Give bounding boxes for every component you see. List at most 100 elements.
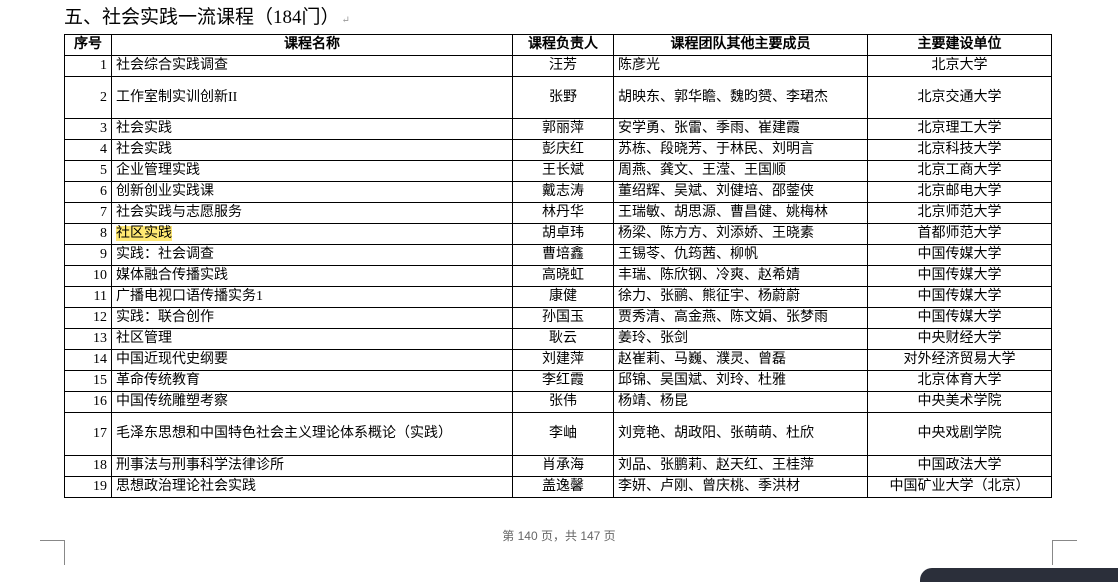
cell-index: 4 <box>64 139 112 161</box>
header-members: 课程团队其他主要成员 <box>613 34 868 56</box>
cell-members: 王锡苓、仇筠茜、柳帆 <box>613 244 868 266</box>
header-index: 序号 <box>64 34 112 56</box>
cell-index: 11 <box>64 286 112 308</box>
cell-unit-text: 北京工商大学 <box>917 163 1002 178</box>
cell-unit: 中国传媒大学 <box>867 244 1052 266</box>
cell-lead: 李红霞 <box>512 370 614 392</box>
cell-unit-text: 北京体育大学 <box>917 373 1002 388</box>
cell-lead-text: 耿云 <box>549 331 577 346</box>
cell-course-name-text: 思想政治理论社会实践 <box>116 479 256 494</box>
cell-unit: 中国矿业大学（北京） <box>867 476 1052 498</box>
table-row: 2 工作室制实训创新II 张野 胡映东、郭华瞻、魏昀赟、李珺杰 北京交通大学 <box>64 76 1052 119</box>
cell-lead-text: 胡卓玮 <box>542 226 584 241</box>
cell-lead: 郭丽萍 <box>512 118 614 140</box>
cell-members: 贾秀清、高金燕、陈文娟、张梦雨 <box>613 307 868 329</box>
floating-widget[interactable] <box>920 568 1118 582</box>
cell-unit-text: 中央财经大学 <box>917 331 1002 346</box>
cell-lead-text: 曹培鑫 <box>542 247 584 262</box>
cell-index-text: 5 <box>100 163 107 178</box>
table-row: 5 企业管理实践 王长斌 周燕、龚文、王滢、王国顺 北京工商大学 <box>64 160 1052 182</box>
cell-unit-text: 北京理工大学 <box>917 121 1002 136</box>
cell-members-text: 丰瑞、陈欣钢、冷爽、赵希婧 <box>618 268 800 283</box>
cell-unit: 北京工商大学 <box>867 160 1052 182</box>
cell-unit: 中国传媒大学 <box>867 286 1052 308</box>
cell-members: 安学勇、张雷、季雨、崔建霞 <box>613 118 868 140</box>
cell-course-name-text: 实践：联合创作 <box>116 310 214 325</box>
cell-course-name-text: 创新创业实践课 <box>116 184 214 199</box>
cell-course-name-text: 媒体融合传播实践 <box>116 268 228 283</box>
cell-index-text: 9 <box>100 247 107 262</box>
cell-unit-text: 中国传媒大学 <box>917 247 1002 262</box>
cell-members-text: 姜玲、张剑 <box>618 331 688 346</box>
course-table: 序号 课程名称 课程负责人 课程团队其他主要成员 主要建设单位 1 社会综合实践调… <box>64 34 1052 498</box>
cell-unit-text: 中国传媒大学 <box>917 268 1002 283</box>
cell-unit-text: 中国传媒大学 <box>917 310 1002 325</box>
cell-course-name-text: 工作室制实训创新II <box>116 89 238 105</box>
cell-unit: 中国传媒大学 <box>867 265 1052 287</box>
cell-course-name-text: 社区实践 <box>116 226 172 241</box>
cell-unit-text: 对外经济贸易大学 <box>903 352 1016 367</box>
cell-members-text: 杨靖、杨昆 <box>618 394 688 409</box>
cell-unit-text: 北京大学 <box>931 58 988 73</box>
cell-members: 陈彦光 <box>613 55 868 77</box>
cell-lead: 李岫 <box>512 412 614 456</box>
cell-lead: 汪芳 <box>512 55 614 77</box>
cell-unit-text: 首都师范大学 <box>917 226 1002 241</box>
cell-lead: 王长斌 <box>512 160 614 182</box>
cell-course-name: 思想政治理论社会实践 <box>111 476 513 498</box>
cell-members: 赵崔莉、马巍、濮灵、曾磊 <box>613 349 868 371</box>
cell-unit: 首都师范大学 <box>867 223 1052 245</box>
cell-index-text: 7 <box>100 205 107 220</box>
cell-unit: 中央财经大学 <box>867 328 1052 350</box>
table-row: 4 社会实践 彭庆红 苏栋、段晓芳、于林民、刘明言 北京科技大学 <box>64 139 1052 161</box>
cell-members: 姜玲、张剑 <box>613 328 868 350</box>
cell-lead-text: 彭庆红 <box>542 142 584 157</box>
cell-lead: 张野 <box>512 76 614 119</box>
cell-lead: 彭庆红 <box>512 139 614 161</box>
cell-course-name: 毛泽东思想和中国特色社会主义理论体系概论（实践） <box>111 412 513 456</box>
table-row: 14 中国近现代史纲要 刘建萍 赵崔莉、马巍、濮灵、曾磊 对外经济贸易大学 <box>64 349 1052 371</box>
cell-unit-text: 中央戏剧学院 <box>917 426 1002 441</box>
cell-lead: 高晓虹 <box>512 265 614 287</box>
cell-unit: 对外经济贸易大学 <box>867 349 1052 371</box>
cell-members: 胡映东、郭华瞻、魏昀赟、李珺杰 <box>613 76 868 119</box>
table-row: 7 社会实践与志愿服务 林丹华 王瑞敏、胡思源、曹昌健、姚梅林 北京师范大学 <box>64 202 1052 224</box>
section-title-text: 五、社会实践一流课程（184门） <box>64 7 340 28</box>
table-row: 18 刑事法与刑事科学法律诊所 肖承海 刘品、张鹏莉、赵天红、王桂萍 中国政法大学 <box>64 455 1052 477</box>
cell-members: 董绍辉、吴斌、刘健培、邵蓥侠 <box>613 181 868 203</box>
cell-lead: 孙国玉 <box>512 307 614 329</box>
cell-members-text: 杨梁、陈方方、刘添娇、王晓素 <box>618 226 814 241</box>
cell-members-text: 贾秀清、高金燕、陈文娟、张梦雨 <box>618 310 828 325</box>
cell-lead-text: 高晓虹 <box>542 268 584 283</box>
cell-course-name: 社区管理 <box>111 328 513 350</box>
cell-lead: 耿云 <box>512 328 614 350</box>
cell-lead: 康健 <box>512 286 614 308</box>
margin-corner-left <box>40 540 65 565</box>
cell-index-text: 16 <box>93 394 107 409</box>
cell-index: 9 <box>64 244 112 266</box>
cell-index: 3 <box>64 118 112 140</box>
cell-index-text: 12 <box>93 310 107 325</box>
cell-index: 17 <box>64 412 112 456</box>
cell-course-name: 社会实践 <box>111 139 513 161</box>
cell-index: 19 <box>64 476 112 498</box>
cell-lead: 盖逸馨 <box>512 476 614 498</box>
cell-members-text: 邱锦、吴国斌、刘玲、杜雅 <box>618 373 786 388</box>
cell-lead: 曹培鑫 <box>512 244 614 266</box>
table-row: 19 思想政治理论社会实践 盖逸馨 李妍、卢刚、曾庆桃、季洪材 中国矿业大学（北京） <box>64 476 1052 498</box>
page-footer: 第 140 页，共 147 页 <box>502 529 616 543</box>
cell-lead-text: 张野 <box>549 89 577 105</box>
cell-index: 5 <box>64 160 112 182</box>
cell-course-name: 社会综合实践调查 <box>111 55 513 77</box>
cell-unit-text: 中央美术学院 <box>917 394 1002 409</box>
cell-course-name: 刑事法与刑事科学法律诊所 <box>111 455 513 477</box>
cell-index: 15 <box>64 370 112 392</box>
cell-members-text: 苏栋、段晓芳、于林民、刘明言 <box>618 142 814 157</box>
cell-members-text: 王瑞敏、胡思源、曹昌健、姚梅林 <box>618 205 828 220</box>
cell-index: 16 <box>64 391 112 413</box>
cell-index-text: 13 <box>93 331 107 346</box>
cell-course-name: 广播电视口语传播实务1 <box>111 286 513 308</box>
cell-index-text: 18 <box>93 458 107 473</box>
cell-lead-text: 戴志涛 <box>542 184 584 199</box>
cell-members: 徐力、张鹂、熊征宇、杨蔚蔚 <box>613 286 868 308</box>
